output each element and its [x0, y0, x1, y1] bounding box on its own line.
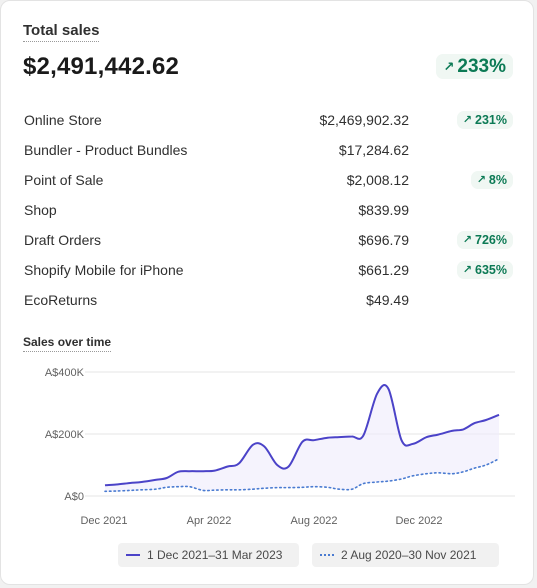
channel-amount: $17,284.62	[338, 142, 409, 158]
y-tick-label: A$400K	[45, 367, 85, 379]
y-tick-label: A$0	[64, 491, 84, 503]
total-change-value: 233%	[457, 55, 506, 77]
channel-name: EcoReturns	[24, 292, 98, 308]
arrow-up-right-icon: ↗	[462, 113, 473, 126]
legend-previous-period[interactable]: 2 Aug 2020–30 Nov 2021	[312, 543, 499, 567]
channel-amount: $839.99	[358, 202, 409, 218]
arrow-up-right-icon: ↗	[476, 173, 486, 186]
channel-row: Bundler - Product Bundles $17,284.62	[23, 140, 513, 160]
x-tick-label: Dec 2022	[395, 515, 442, 527]
arrow-up-right-icon: ↗	[462, 233, 473, 246]
total-change-badge: ↗ 233%	[436, 54, 513, 79]
channel-row: Shopify Mobile for iPhone $661.29 ↗ 635%	[23, 260, 513, 280]
channel-row: Shop $839.99	[23, 200, 513, 220]
legend-label: 2 Aug 2020–30 Nov 2021	[341, 548, 477, 562]
channel-row: Draft Orders $696.79 ↗ 726%	[23, 230, 513, 250]
y-tick-label: A$200K	[45, 429, 85, 441]
legend-swatch-dotted	[320, 554, 334, 556]
channel-amount: $2,469,902.32	[319, 112, 409, 128]
channel-name: Online Store	[24, 112, 102, 128]
channel-row: EcoReturns $49.49	[23, 290, 513, 310]
channel-change-value: 231%	[475, 113, 507, 127]
legend-label: 1 Dec 2021–31 Mar 2023	[147, 548, 283, 562]
channel-amount: $661.29	[358, 262, 409, 278]
arrow-up-right-icon: ↗	[462, 263, 473, 276]
channel-change-badge: ↗ 635%	[456, 261, 513, 279]
channel-amount: $696.79	[358, 232, 409, 248]
channel-change-value: 726%	[475, 233, 507, 247]
chart-title[interactable]: Sales over time	[23, 336, 112, 352]
channel-change-value: 635%	[475, 263, 507, 277]
sales-over-time-chart: A$400K A$200K A$0 Dec 2021 Apr 2022 Aug 2022 D…	[45, 367, 515, 527]
channel-change-value: 8%	[488, 173, 507, 187]
legend-current-period[interactable]: 1 Dec 2021–31 Mar 2023	[118, 543, 299, 567]
channel-amount: $49.49	[366, 292, 409, 308]
channel-change-badge: ↗ 231%	[456, 111, 513, 129]
series-line-current	[104, 384, 500, 487]
channel-row: Point of Sale $2,008.12 ↗ 8%	[23, 170, 513, 190]
channel-row: Online Store $2,469,902.32 ↗ 231%	[23, 110, 513, 130]
channel-change-badge: ↗ 726%	[456, 231, 513, 249]
channel-name: Shopify Mobile for iPhone	[24, 262, 184, 278]
card-title[interactable]: Total sales	[23, 23, 100, 42]
series-line-previous	[104, 458, 500, 493]
channel-change-badge: ↗ 8%	[470, 171, 513, 189]
series-gap-area	[105, 385, 499, 492]
channel-name: Draft Orders	[24, 232, 102, 248]
x-tick-label: Dec 2021	[80, 515, 127, 527]
legend-swatch-solid	[126, 554, 140, 556]
total-sales-value: $2,491,442.62	[23, 53, 180, 80]
x-tick-label: Aug 2022	[290, 515, 337, 527]
arrow-up-right-icon: ↗	[443, 59, 455, 74]
channel-name: Bundler - Product Bundles	[24, 142, 188, 158]
x-tick-label: Apr 2022	[187, 515, 232, 527]
channel-name: Shop	[24, 202, 57, 218]
channel-name: Point of Sale	[24, 172, 104, 188]
channel-amount: $2,008.12	[346, 172, 409, 188]
